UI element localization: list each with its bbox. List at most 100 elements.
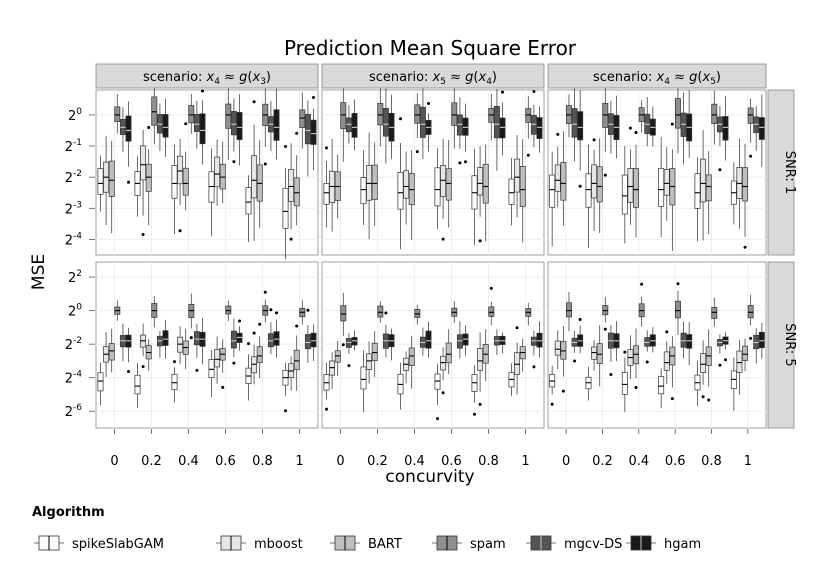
outlier-point xyxy=(384,311,388,315)
box xyxy=(596,166,603,203)
box-plot xyxy=(282,362,289,413)
box-plot xyxy=(171,360,178,403)
box-plot xyxy=(119,323,126,362)
box xyxy=(577,111,584,141)
x-axis-title: concurvity xyxy=(385,467,474,487)
outlier-point xyxy=(634,386,638,390)
outlier-point xyxy=(665,330,669,334)
box-plot xyxy=(508,158,515,226)
y-tick-label: 2-3 xyxy=(65,200,82,217)
box-plot xyxy=(219,339,226,389)
legend-item: mboost xyxy=(216,535,303,552)
outlier-point xyxy=(173,360,176,364)
outlier-point xyxy=(195,368,199,372)
box-plot xyxy=(351,99,358,151)
panel-background xyxy=(321,89,545,256)
box-plot xyxy=(251,100,258,241)
box-plot xyxy=(613,95,620,159)
panel-background xyxy=(95,89,319,256)
y-tick-label: 20 xyxy=(68,107,82,124)
box-plot xyxy=(345,333,352,368)
box xyxy=(299,109,306,128)
box xyxy=(591,346,598,360)
box-plot xyxy=(299,92,306,149)
box xyxy=(742,167,748,202)
box-plot xyxy=(108,140,115,234)
box-plot xyxy=(134,155,141,217)
box xyxy=(125,115,132,142)
box-plot xyxy=(549,365,556,406)
y-axis-title: MSE xyxy=(29,254,49,290)
box-plot xyxy=(758,322,765,359)
box xyxy=(686,334,693,349)
outlier-point xyxy=(295,131,299,135)
x-tick-label: 0.6 xyxy=(441,454,462,469)
box-plot xyxy=(680,92,687,165)
box-plot xyxy=(591,138,598,232)
box-plot xyxy=(536,321,543,358)
box xyxy=(334,350,341,363)
box-plot xyxy=(440,347,447,395)
strips: scenario: x4​ ≈ g(x3​) scenario: x5​ ≈ g(… xyxy=(95,63,797,429)
box-plot xyxy=(638,100,645,133)
box-plot xyxy=(425,321,432,358)
legend-label: BART xyxy=(368,537,402,552)
box-plot xyxy=(577,318,584,354)
box-plot xyxy=(607,325,614,376)
box-plot xyxy=(382,311,389,358)
box xyxy=(162,114,169,138)
outlier-point xyxy=(247,342,250,346)
y-tick-label: 20 xyxy=(68,303,82,320)
box-plot xyxy=(236,94,243,166)
box-plot xyxy=(199,89,206,165)
panels xyxy=(95,78,767,429)
outlier-point xyxy=(532,89,536,93)
box xyxy=(451,102,458,126)
box-plot xyxy=(134,363,141,408)
box-plot xyxy=(445,329,452,374)
box xyxy=(700,353,707,373)
box-plot xyxy=(585,144,592,248)
x-tick-label: 1 xyxy=(521,454,529,469)
facet-panel xyxy=(547,82,767,256)
box xyxy=(440,165,447,197)
box-plot xyxy=(730,357,737,411)
box xyxy=(694,173,701,209)
box-plot xyxy=(742,143,748,249)
box xyxy=(493,105,500,139)
box xyxy=(182,167,189,196)
outlier-point xyxy=(478,402,482,406)
box-plot xyxy=(267,308,274,355)
box-plot xyxy=(97,155,104,212)
box-plot xyxy=(304,100,311,177)
chart-title: Prediction Mean Square Error xyxy=(284,36,577,60)
box xyxy=(633,345,639,365)
box-plot xyxy=(182,328,189,370)
outlier-point xyxy=(458,161,462,165)
box xyxy=(151,96,158,126)
box xyxy=(560,162,567,201)
box-plot xyxy=(360,350,367,413)
panel-background xyxy=(547,261,767,429)
box-plot xyxy=(388,94,395,160)
box-plot xyxy=(114,300,121,321)
outlier-point xyxy=(415,150,419,154)
box-plot xyxy=(638,282,645,327)
box-plot xyxy=(554,330,561,370)
box-plot xyxy=(686,322,693,366)
outlier-point xyxy=(603,173,607,177)
outlier-point xyxy=(670,397,674,401)
box xyxy=(340,305,347,322)
box-plot xyxy=(388,328,395,361)
outlier-point xyxy=(289,237,293,241)
box-plot xyxy=(644,96,651,147)
box xyxy=(230,111,237,136)
box xyxy=(633,168,639,208)
box xyxy=(403,170,410,199)
column-strip-label: scenario: x5​ ≈ g(x4​) xyxy=(369,70,497,87)
box-plot xyxy=(304,308,311,363)
box-plot xyxy=(225,88,232,161)
box-plot xyxy=(705,151,712,235)
legend-label: hgam xyxy=(664,537,701,552)
y-tick-label: 2-6 xyxy=(65,403,83,420)
